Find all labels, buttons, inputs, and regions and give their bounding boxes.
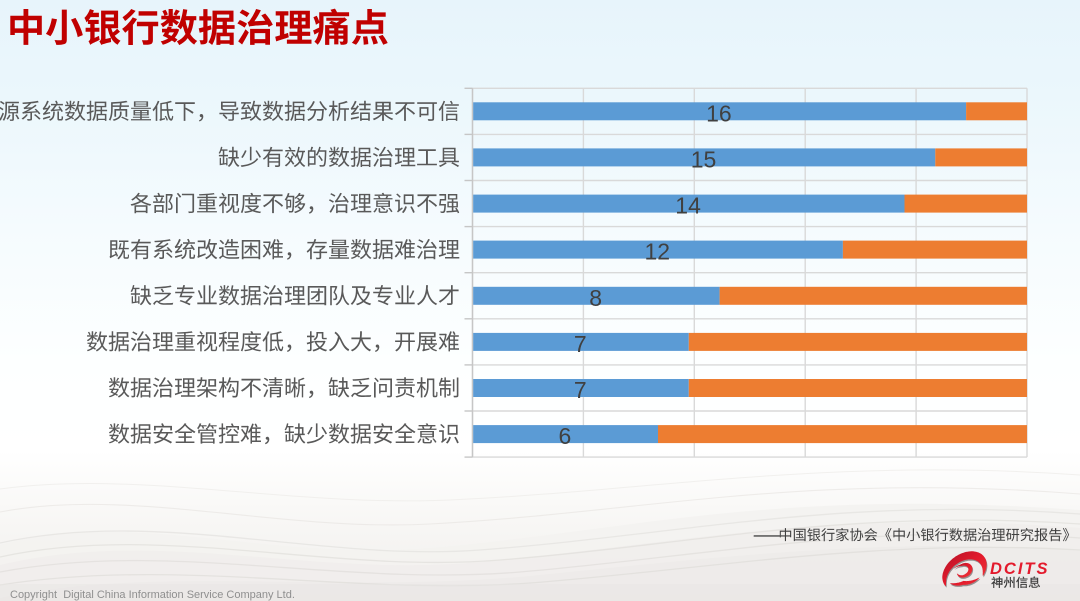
svg-text:6: 6 xyxy=(559,423,572,449)
svg-text:14: 14 xyxy=(675,193,701,219)
svg-text:8: 8 xyxy=(589,285,602,311)
svg-text:7: 7 xyxy=(574,331,587,357)
svg-text:DCITS: DCITS xyxy=(990,560,1050,578)
svg-text:7: 7 xyxy=(574,377,587,403)
svg-text:15: 15 xyxy=(691,146,717,172)
svg-text:16: 16 xyxy=(706,100,732,126)
svg-text:12: 12 xyxy=(645,239,671,265)
svg-text:Copyright Digital China Infor: Copyright Digital China Information Serv… xyxy=(10,589,295,601)
